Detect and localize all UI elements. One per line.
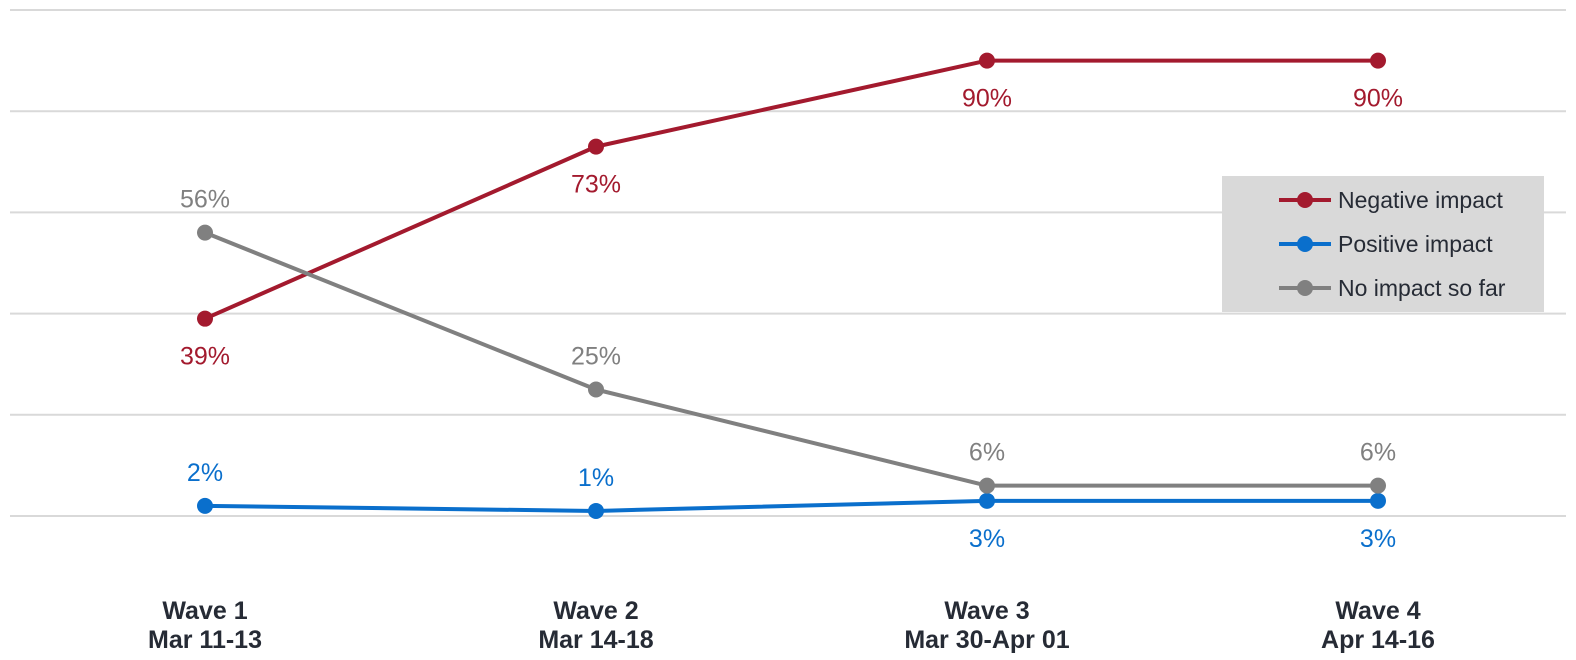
data-point [197, 497, 213, 514]
data-point [979, 52, 995, 69]
legend-entry-label: No impact so far [1338, 275, 1506, 301]
data-label: 90% [1353, 85, 1403, 113]
data-point [197, 310, 213, 327]
legend-entry-label: Positive impact [1338, 231, 1493, 257]
legend-swatch-marker [1297, 236, 1313, 252]
data-label: 3% [1360, 525, 1396, 553]
category-label-wave: Wave 2 [553, 597, 638, 625]
data-label: 2% [187, 459, 223, 487]
data-point [588, 381, 604, 398]
category-label-dates: Mar 11-13 [148, 626, 262, 654]
series-line-1 [204, 498, 1378, 513]
series-lines [197, 52, 1386, 519]
legend-swatch-marker [1297, 280, 1313, 296]
data-point [197, 224, 213, 241]
category-label-wave: Wave 4 [1335, 597, 1420, 625]
data-label: 73% [571, 171, 621, 199]
legend-background [1222, 176, 1544, 312]
data-label: 6% [1360, 439, 1396, 467]
series-line-0 [204, 58, 1378, 321]
data-label: 3% [969, 525, 1005, 553]
category-label-wave: Wave 1 [162, 597, 247, 625]
category-label-wave: Wave 3 [944, 597, 1029, 625]
data-label: 6% [969, 439, 1005, 467]
data-label: 90% [962, 85, 1012, 113]
data-point [588, 502, 604, 519]
series-line-2 [204, 230, 1378, 488]
data-labels: 39% 73% 90% 90% 2% 1% 3% 3% 56% 25% 6% 6% [180, 85, 1403, 553]
data-point [1370, 492, 1386, 509]
legend: Negative impact Positive impact No impact … [1222, 176, 1544, 312]
data-point [1370, 52, 1386, 69]
data-label: 56% [180, 186, 230, 214]
data-label: 25% [571, 343, 621, 371]
legend-swatch-marker [1297, 192, 1313, 208]
category-label-dates: Apr 14-16 [1321, 626, 1435, 654]
data-label: 39% [180, 343, 230, 371]
legend-entry-label: Negative impact [1338, 187, 1504, 213]
category-label-dates: Mar 14-18 [538, 626, 653, 654]
data-point [1370, 477, 1386, 494]
data-point [979, 477, 995, 494]
data-point [588, 138, 604, 155]
gridlines [10, 9, 1566, 517]
category-label-dates: Mar 30-Apr 01 [904, 626, 1069, 654]
data-point [979, 492, 995, 509]
data-label: 1% [578, 464, 614, 492]
